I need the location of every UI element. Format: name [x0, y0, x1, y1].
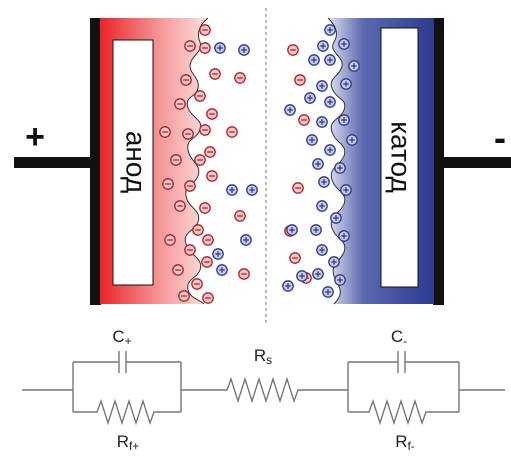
anion-marker [292, 182, 304, 194]
cation-marker [340, 184, 352, 196]
cation-marker [282, 280, 294, 292]
cation-marker [296, 270, 308, 282]
cation-marker [322, 286, 334, 298]
cation-marker [316, 116, 328, 128]
resistor-f-minus [348, 398, 459, 426]
anion-marker [182, 128, 194, 140]
cation-marker [212, 248, 224, 260]
r-s-label: Rs [254, 346, 272, 367]
anode-label-box [112, 39, 154, 286]
cation-marker [316, 200, 328, 212]
cation-marker [330, 212, 342, 224]
cation-marker [324, 24, 336, 36]
anion-marker [298, 114, 310, 126]
anion-marker [174, 200, 186, 212]
cation-marker [338, 114, 350, 126]
cation-marker [312, 268, 324, 280]
cation-marker [334, 274, 346, 286]
anode-label: анод [121, 131, 152, 193]
anion-marker [199, 124, 211, 136]
anion-marker [174, 98, 186, 110]
r-f-plus-label: Rf+ [117, 432, 140, 451]
cation-marker [284, 104, 296, 116]
ion-layer [159, 24, 360, 304]
anion-marker [206, 170, 218, 182]
cation-marker [324, 96, 336, 108]
cation-marker [216, 264, 228, 276]
anion-marker [199, 24, 211, 36]
cathode-terminal-wire [442, 157, 511, 168]
anion-marker [191, 278, 203, 290]
anion-marker [178, 290, 190, 302]
anion-marker [206, 108, 218, 120]
resistor-f-plus [73, 398, 181, 426]
anode-terminal-wire [14, 157, 96, 168]
cathode-label: катод [386, 121, 417, 193]
cation-marker [348, 60, 360, 72]
anion-marker [234, 210, 246, 222]
cation-marker [246, 184, 258, 196]
c-minus-label: C- [391, 327, 407, 348]
cation-marker [338, 38, 350, 50]
anion-marker [184, 180, 196, 192]
anion-marker [194, 154, 206, 166]
cathode-surface-edge [327, 17, 346, 305]
anion-marker [199, 202, 211, 214]
cation-marker [286, 224, 298, 236]
r-f-minus-label: Rf- [395, 432, 415, 451]
resistor-s [181, 376, 348, 404]
anion-marker [180, 74, 192, 86]
cation-marker [214, 42, 226, 54]
anion-marker [209, 68, 221, 80]
anode-collector [90, 18, 101, 305]
anion-marker [202, 292, 214, 304]
cation-marker [312, 158, 324, 170]
cation-marker [328, 256, 340, 268]
anion-marker [184, 40, 196, 52]
cation-marker [324, 144, 336, 156]
cation-marker [306, 134, 318, 146]
c-plus-label: C+ [112, 327, 131, 348]
equivalent-circuit [22, 351, 505, 426]
anion-marker [204, 146, 216, 158]
cation-marker [346, 134, 358, 146]
anion-marker [184, 244, 196, 256]
cation-marker [310, 224, 322, 236]
cation-marker [338, 230, 350, 242]
anion-marker [226, 126, 238, 138]
cation-marker [334, 162, 346, 174]
anion-marker [234, 72, 246, 84]
anion-marker [287, 44, 299, 56]
cation-marker [238, 44, 250, 56]
cation-marker [240, 234, 252, 246]
anion-marker [294, 74, 306, 86]
cation-marker [304, 92, 316, 104]
cation-marker [316, 80, 328, 92]
anion-marker [170, 154, 182, 166]
anion-marker [289, 252, 301, 264]
cation-marker [308, 54, 320, 66]
anion-marker [159, 126, 171, 138]
anion-marker [192, 224, 204, 236]
anion-marker [238, 268, 250, 280]
cation-marker [324, 54, 336, 66]
cation-marker [340, 78, 352, 90]
anion-marker [201, 256, 213, 268]
cathode-label-box [380, 27, 419, 288]
cation-marker [317, 40, 329, 52]
anion-marker [199, 42, 211, 54]
cathode-collector [433, 18, 444, 305]
cation-marker [226, 184, 238, 196]
anion-marker [172, 264, 184, 276]
anion-marker [164, 234, 176, 246]
anion-marker [202, 234, 214, 246]
anion-marker [162, 178, 174, 190]
cation-marker [316, 244, 328, 256]
cation-marker [318, 176, 330, 188]
anion-marker [194, 90, 206, 102]
positive-terminal-sign: + [25, 118, 45, 156]
negative-terminal-sign: - [494, 117, 506, 158]
